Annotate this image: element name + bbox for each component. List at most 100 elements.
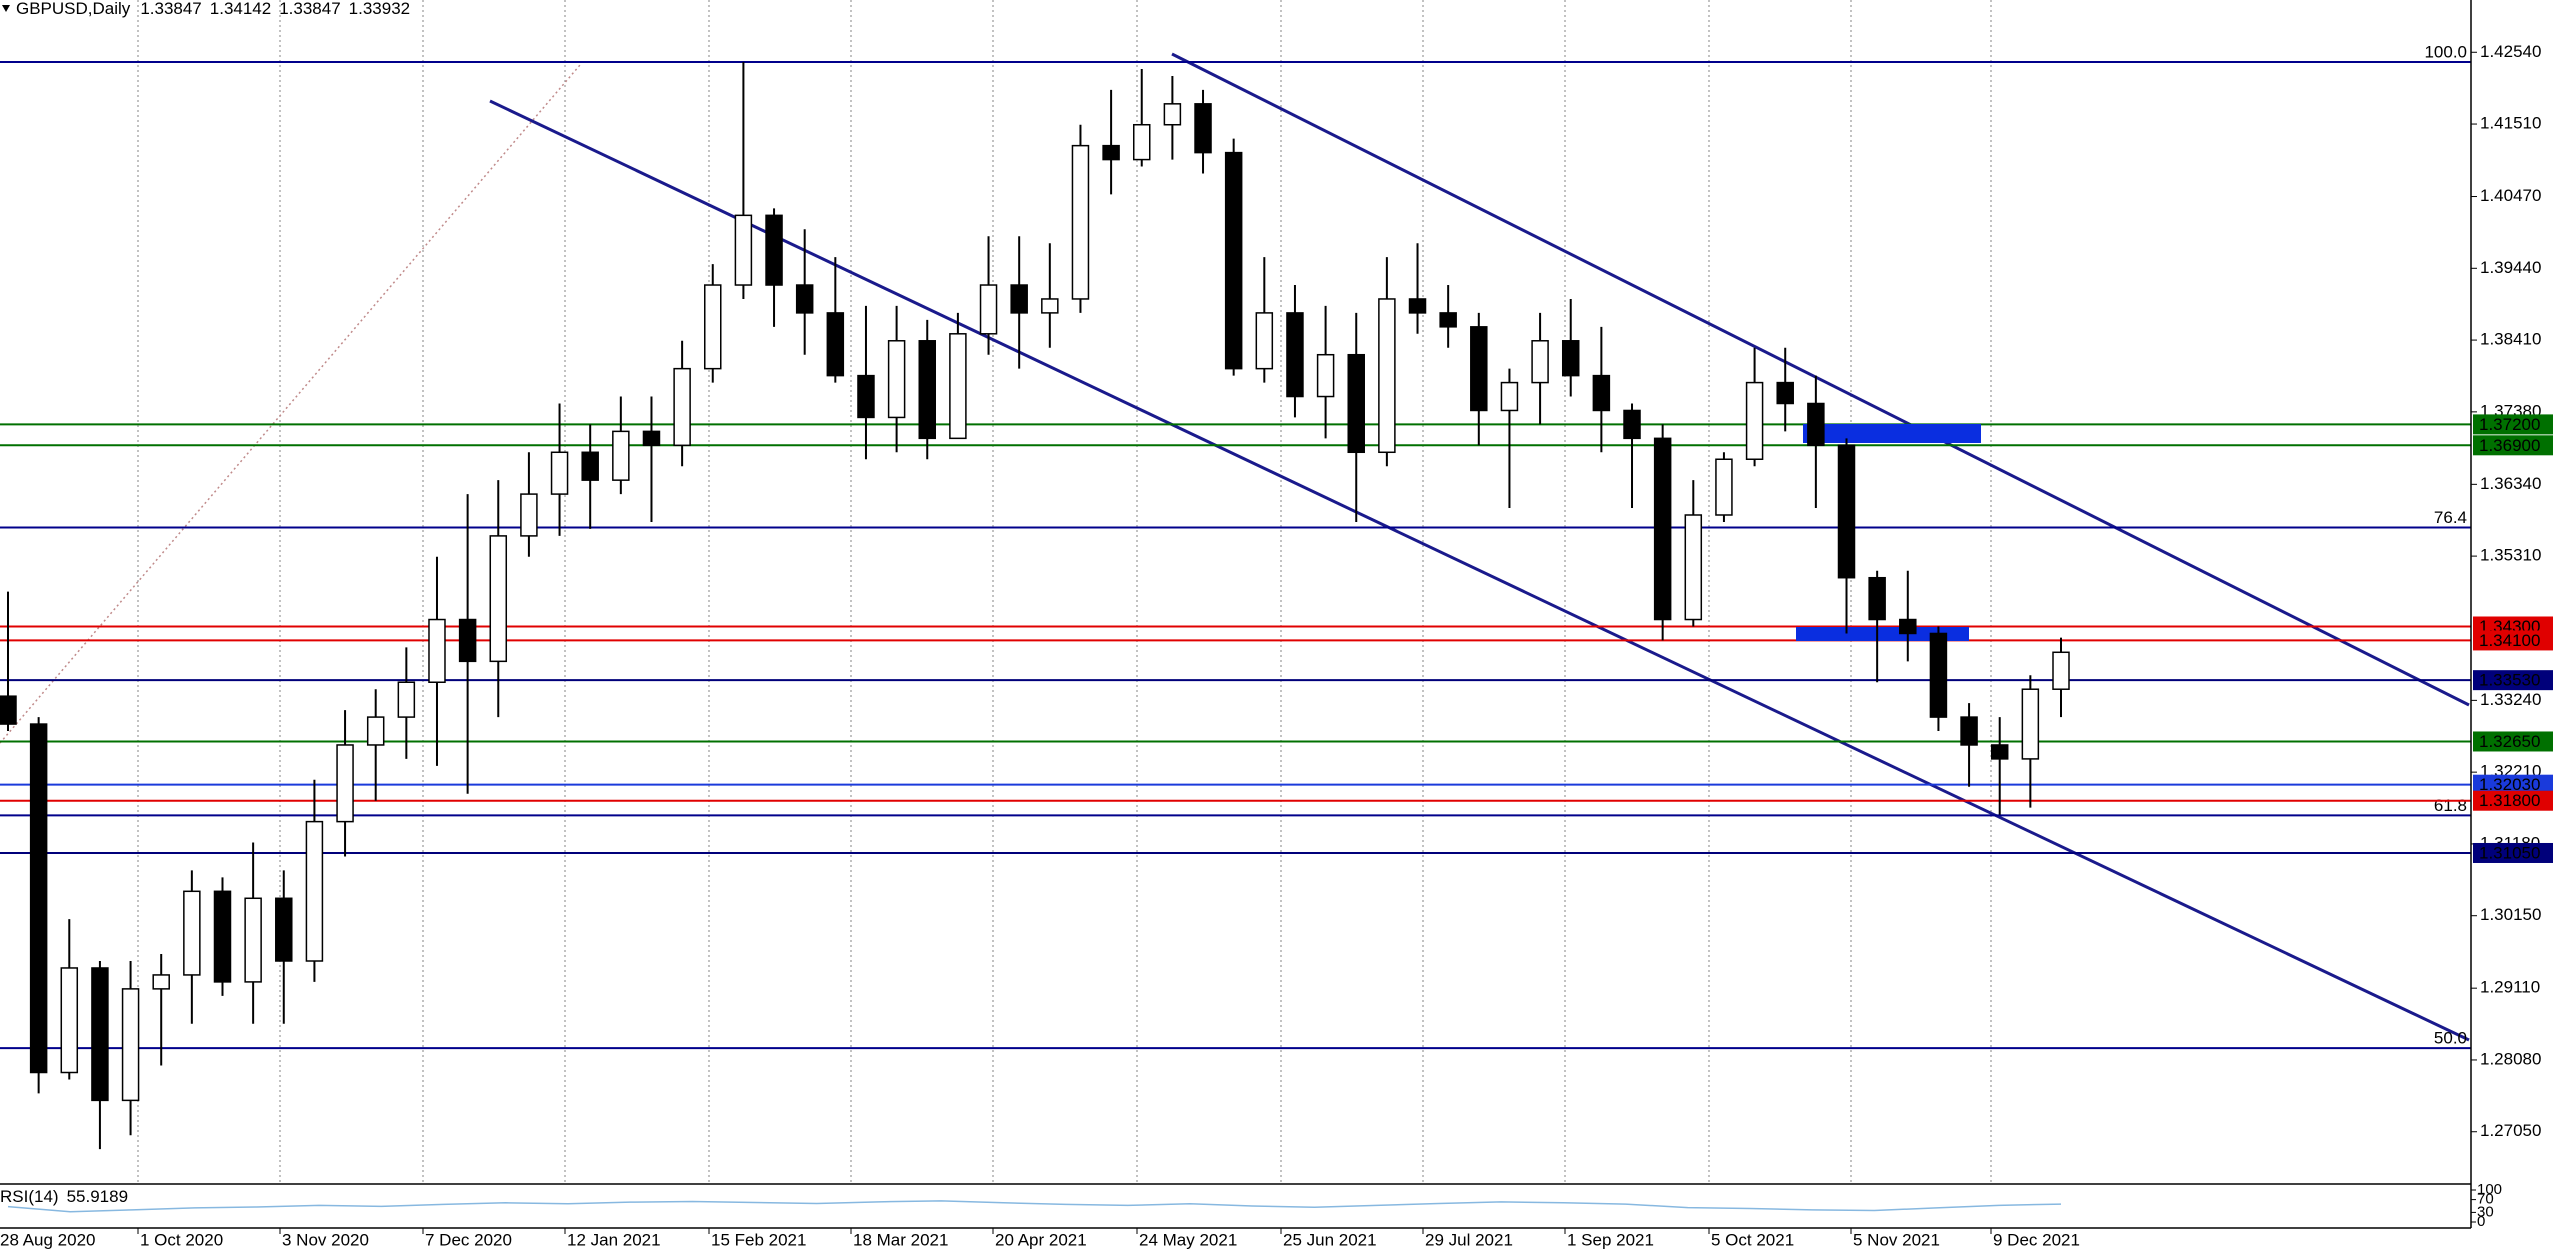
level-label: 1.33530 <box>2479 671 2540 690</box>
candle-body <box>550 451 569 495</box>
rsi-label: RSI(14) 55.9189 <box>0 1187 128 1206</box>
fib-label: 76.4 <box>2434 508 2467 527</box>
candle-body <box>1745 381 1764 460</box>
candle-body <box>1255 312 1274 370</box>
x-tick-label: 25 Jun 2021 <box>1283 1230 1377 1249</box>
rsi-tick-label: 0 <box>2477 1213 2485 1230</box>
trend-line-dotted <box>0 64 581 744</box>
candle-body <box>1960 716 1978 746</box>
candle-body <box>1102 144 1120 161</box>
candle-body <box>1347 353 1365 454</box>
candle-body <box>183 890 201 976</box>
candle-body <box>1776 381 1794 405</box>
candle-body <box>1071 144 1090 300</box>
grid <box>137 0 1992 1184</box>
level-box <box>2473 731 2553 752</box>
x-tick-label: 18 Mar 2021 <box>853 1230 948 1249</box>
candle-body <box>305 820 324 962</box>
candle-body <box>1837 444 1856 579</box>
candle-body <box>336 744 354 823</box>
candle-body <box>1439 312 1457 328</box>
x-tick-label: 5 Nov 2021 <box>1853 1230 1940 1249</box>
y-tick-label: 1.35310 <box>2480 546 2541 565</box>
candle-body <box>795 284 814 314</box>
candle-body <box>428 618 446 683</box>
level-label: 1.36900 <box>2479 436 2540 455</box>
candle-body <box>1163 103 1182 126</box>
level-box <box>2473 842 2553 863</box>
header: GBPUSD,Daily 1.33847 1.34142 1.33847 1.33932 <box>16 0 410 18</box>
x-tick-label: 3 Nov 2020 <box>282 1230 369 1249</box>
quote-low: 1.33847 <box>279 0 340 18</box>
candle-body <box>1868 576 1886 621</box>
y-tick-label: 1.38410 <box>2480 330 2541 349</box>
candle-body <box>918 340 937 440</box>
candle-body <box>1378 298 1396 454</box>
candle-body <box>1132 123 1151 161</box>
quote-high: 1.34142 <box>210 0 271 18</box>
candle-body <box>1899 618 1917 635</box>
fib-label: 100.0 <box>2424 43 2467 62</box>
candle-body <box>734 214 753 286</box>
candle-body <box>673 367 691 447</box>
candle-body <box>1194 103 1212 154</box>
candle-body <box>642 430 661 447</box>
y-tick-label: 1.41510 <box>2480 114 2541 133</box>
x-tick-label: 12 Jan 2021 <box>567 1230 661 1249</box>
x-tick-label: 24 May 2021 <box>1139 1230 1237 1249</box>
quote-open: 1.33847 <box>140 0 201 18</box>
candle-body <box>458 618 477 663</box>
y-tick-label: 1.28080 <box>2480 1049 2541 1068</box>
x-tick-label: 7 Dec 2020 <box>425 1230 512 1249</box>
y-tick-label: 1.29110 <box>2480 978 2540 997</box>
rsi-name: RSI(14) <box>0 1187 59 1206</box>
level-box <box>2473 414 2553 435</box>
zone-box <box>1803 424 1981 443</box>
x-tick-label: 1 Sep 2021 <box>1567 1230 1654 1249</box>
rsi-tick-label: 100 <box>2477 1181 2502 1198</box>
candle-body <box>0 695 17 725</box>
candle-body <box>704 284 722 370</box>
candle-body <box>1561 340 1580 377</box>
candle-body <box>1990 744 2009 760</box>
candle-body <box>1041 298 1059 314</box>
candle-body <box>91 967 109 1102</box>
candle-body <box>1500 381 1519 412</box>
candle-body <box>979 284 998 335</box>
candle-body <box>581 451 599 481</box>
candle-body <box>1531 340 1549 384</box>
candle-body <box>1316 353 1335 398</box>
channel-upper <box>1171 52 2470 707</box>
level-label: 1.37200 <box>2479 415 2540 434</box>
candle-body <box>2052 651 2070 690</box>
candle-body <box>2021 688 2040 760</box>
fib-label: 61.8 <box>2434 796 2467 815</box>
candle-body <box>244 897 262 983</box>
rsi-line <box>7 1200 2062 1213</box>
candle-body <box>1286 312 1304 398</box>
y-tick-label: 1.36340 <box>2480 474 2541 493</box>
candle-body <box>1623 409 1641 440</box>
candle-body <box>29 723 48 1074</box>
y-tick-label: 1.40470 <box>2480 186 2541 205</box>
collapse-icon <box>2 5 10 12</box>
x-tick-label: 29 Jul 2021 <box>1425 1230 1513 1249</box>
quote-close: 1.33932 <box>349 0 410 18</box>
candle-body <box>1010 284 1028 314</box>
y-tick-label: 1.42540 <box>2480 42 2541 61</box>
level-box <box>2473 670 2553 691</box>
candle-body <box>765 214 783 286</box>
candle-body <box>887 340 906 419</box>
symbol: GBPUSD,Daily <box>16 0 131 18</box>
level-label: 1.31050 <box>2479 843 2540 862</box>
x-tick-label: 1 Oct 2020 <box>140 1230 223 1249</box>
candle-body <box>152 974 170 990</box>
candle-body <box>612 430 630 481</box>
level-box <box>2473 630 2553 651</box>
candle-body <box>857 374 875 419</box>
channel-lower <box>489 99 2470 1042</box>
candle-body <box>949 333 967 440</box>
candle-body <box>121 988 140 1102</box>
